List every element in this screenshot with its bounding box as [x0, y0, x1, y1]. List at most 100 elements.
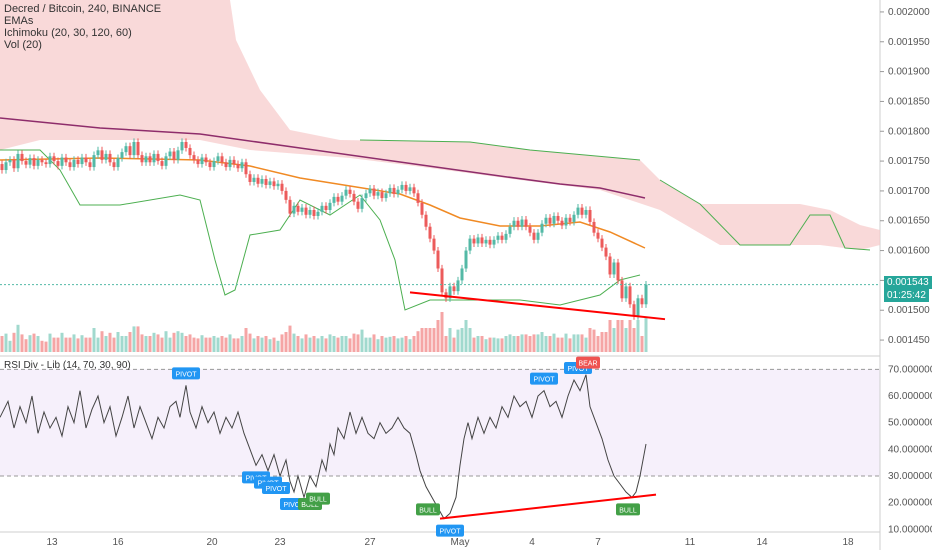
- candle-body: [192, 155, 196, 160]
- candle-body: [16, 153, 20, 169]
- candle-body: [628, 286, 632, 305]
- candle-body: [48, 156, 52, 165]
- volume-bar: [280, 334, 284, 352]
- candle-body: [484, 239, 488, 244]
- candle-body: [360, 198, 364, 209]
- candle-body: [184, 141, 188, 148]
- volume-bar: [136, 326, 140, 352]
- volume-bar: [404, 336, 408, 352]
- volume-bar: [548, 336, 552, 352]
- volume-bar: [224, 337, 228, 352]
- volume-bar: [336, 337, 340, 352]
- volume-bar: [536, 334, 540, 352]
- volume-bar: [468, 328, 472, 352]
- volume-bar: [116, 332, 120, 352]
- candle-body: [44, 162, 48, 165]
- candle-body: [592, 221, 596, 233]
- candle-body: [212, 161, 216, 168]
- candle-body: [136, 141, 140, 156]
- volume-bar: [508, 334, 512, 352]
- volume-bar: [264, 336, 268, 352]
- candle-body: [336, 196, 340, 202]
- volume-bar: [20, 334, 24, 352]
- indicator-emas[interactable]: EMAs: [4, 15, 34, 27]
- candle-body: [160, 161, 164, 166]
- candle-body: [480, 237, 484, 244]
- volume-bar: [564, 333, 568, 352]
- rsi-trendline: [439, 493, 657, 520]
- candle-body: [452, 286, 456, 292]
- volume-bar: [400, 337, 404, 352]
- candle-body: [180, 141, 184, 151]
- candle-body: [188, 147, 192, 156]
- volume-bar: [392, 336, 396, 352]
- candle-body: [432, 238, 436, 251]
- volume-bar: [228, 334, 232, 352]
- volume-bar: [196, 338, 200, 352]
- volume-bar: [184, 336, 188, 352]
- candle-body: [368, 188, 372, 194]
- candle-body: [624, 286, 628, 299]
- indicator-volume[interactable]: Vol (20): [4, 39, 42, 51]
- volume-bar: [24, 339, 28, 352]
- candle-body: [116, 158, 120, 168]
- time-tick-label: 7: [595, 537, 601, 548]
- volume-bar: [208, 337, 212, 352]
- indicator-ichimoku[interactable]: Ichimoku (20, 30, 120, 60): [4, 27, 132, 39]
- rsi-marker-badge: [616, 503, 640, 516]
- candle-body: [324, 205, 328, 211]
- candle-body: [356, 201, 360, 209]
- rsi-marker-label: BULL: [309, 497, 327, 504]
- candle-body: [596, 232, 600, 239]
- volume-bar: [324, 338, 328, 352]
- candle-body: [108, 153, 112, 163]
- volume-bar: [596, 336, 600, 352]
- volume-bar: [180, 332, 184, 352]
- price-tick-label: 0.001850: [888, 96, 930, 107]
- rsi-panel-title[interactable]: RSI Div - Lib (14, 70, 30, 90): [4, 360, 131, 371]
- candle-body: [276, 183, 280, 187]
- candle-body: [468, 238, 472, 251]
- candle-body: [228, 159, 232, 168]
- candle-body: [132, 141, 136, 156]
- candle-body: [208, 162, 212, 168]
- candle-body: [488, 239, 492, 245]
- volume-bar: [528, 336, 532, 352]
- candle-body: [200, 157, 204, 165]
- volume-bar: [80, 335, 84, 352]
- ichimoku-span-b: [659, 179, 871, 251]
- volume-bar: [408, 339, 412, 352]
- volume-bar: [496, 338, 500, 352]
- volume-bar: [156, 334, 160, 352]
- volume-bar: [244, 328, 248, 352]
- volume-bar: [352, 333, 356, 352]
- candle-body: [88, 162, 92, 168]
- candle-body: [560, 220, 564, 226]
- volume-bar: [192, 337, 196, 352]
- volume-bar: [84, 337, 88, 352]
- candle-body: [428, 226, 432, 239]
- rsi-band: [0, 369, 880, 476]
- volume-bar: [144, 336, 148, 352]
- volume-bar: [632, 328, 636, 352]
- volume-bar: [332, 336, 336, 352]
- volume-bar: [592, 329, 596, 352]
- candle-body: [528, 226, 532, 233]
- volume-bar: [8, 340, 12, 352]
- candle-body: [112, 162, 116, 168]
- volume-bar: [588, 328, 592, 352]
- candle-body: [556, 215, 560, 221]
- volume-bar: [580, 334, 584, 352]
- volume-bar: [412, 336, 416, 352]
- candle-body: [372, 188, 376, 196]
- rsi-marker-label: PIVOT: [265, 486, 287, 493]
- candle-body: [12, 159, 16, 169]
- volume-bar: [168, 337, 172, 352]
- volume-bar: [424, 328, 428, 352]
- candle-body: [280, 183, 284, 191]
- candle-body: [52, 156, 56, 162]
- volume-bar: [108, 332, 112, 352]
- volume-bar: [344, 336, 348, 352]
- volume-bar: [364, 337, 368, 352]
- volume-bar: [100, 331, 104, 352]
